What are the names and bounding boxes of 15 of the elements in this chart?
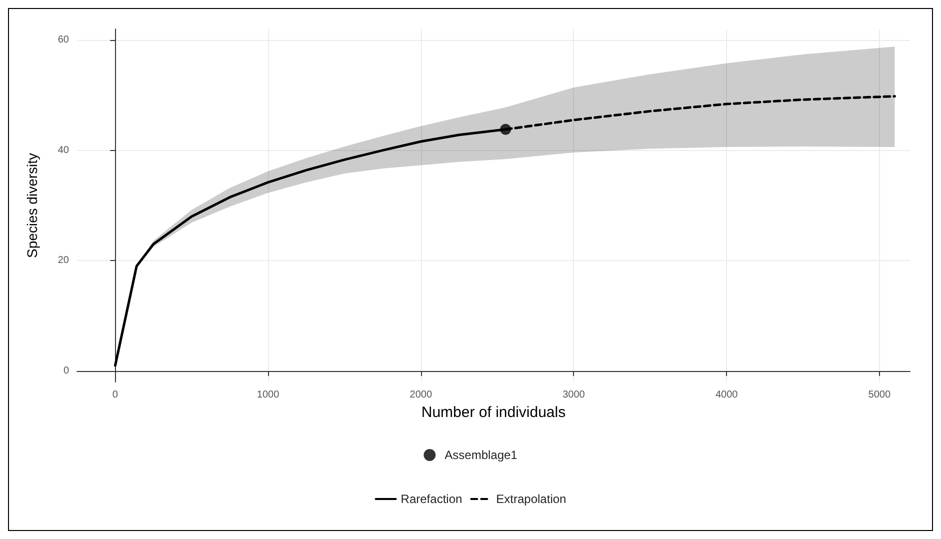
legend-label: Rarefaction [400,492,462,506]
x-tick-label: 3000 [562,390,586,400]
y-tick-label: 20 [58,255,70,266]
y-axis-title: Species diversity [24,152,40,258]
x-tick-label: 0 [112,390,118,400]
x-tick-label: 2000 [410,390,432,400]
y-tick-label: 0 [63,365,70,376]
y-tick-label: 40 [58,144,70,156]
y-tick-label: 60 [58,34,70,46]
x-tick-label: 1000 [256,390,280,400]
legend-label: Extrapolation [496,492,566,506]
legend-label: Assemblage1 [444,448,518,462]
x-tick-label: 4000 [715,390,738,400]
x-axis-title: Number of individuals [421,404,566,421]
x-tick-label: 5000 [868,390,891,400]
